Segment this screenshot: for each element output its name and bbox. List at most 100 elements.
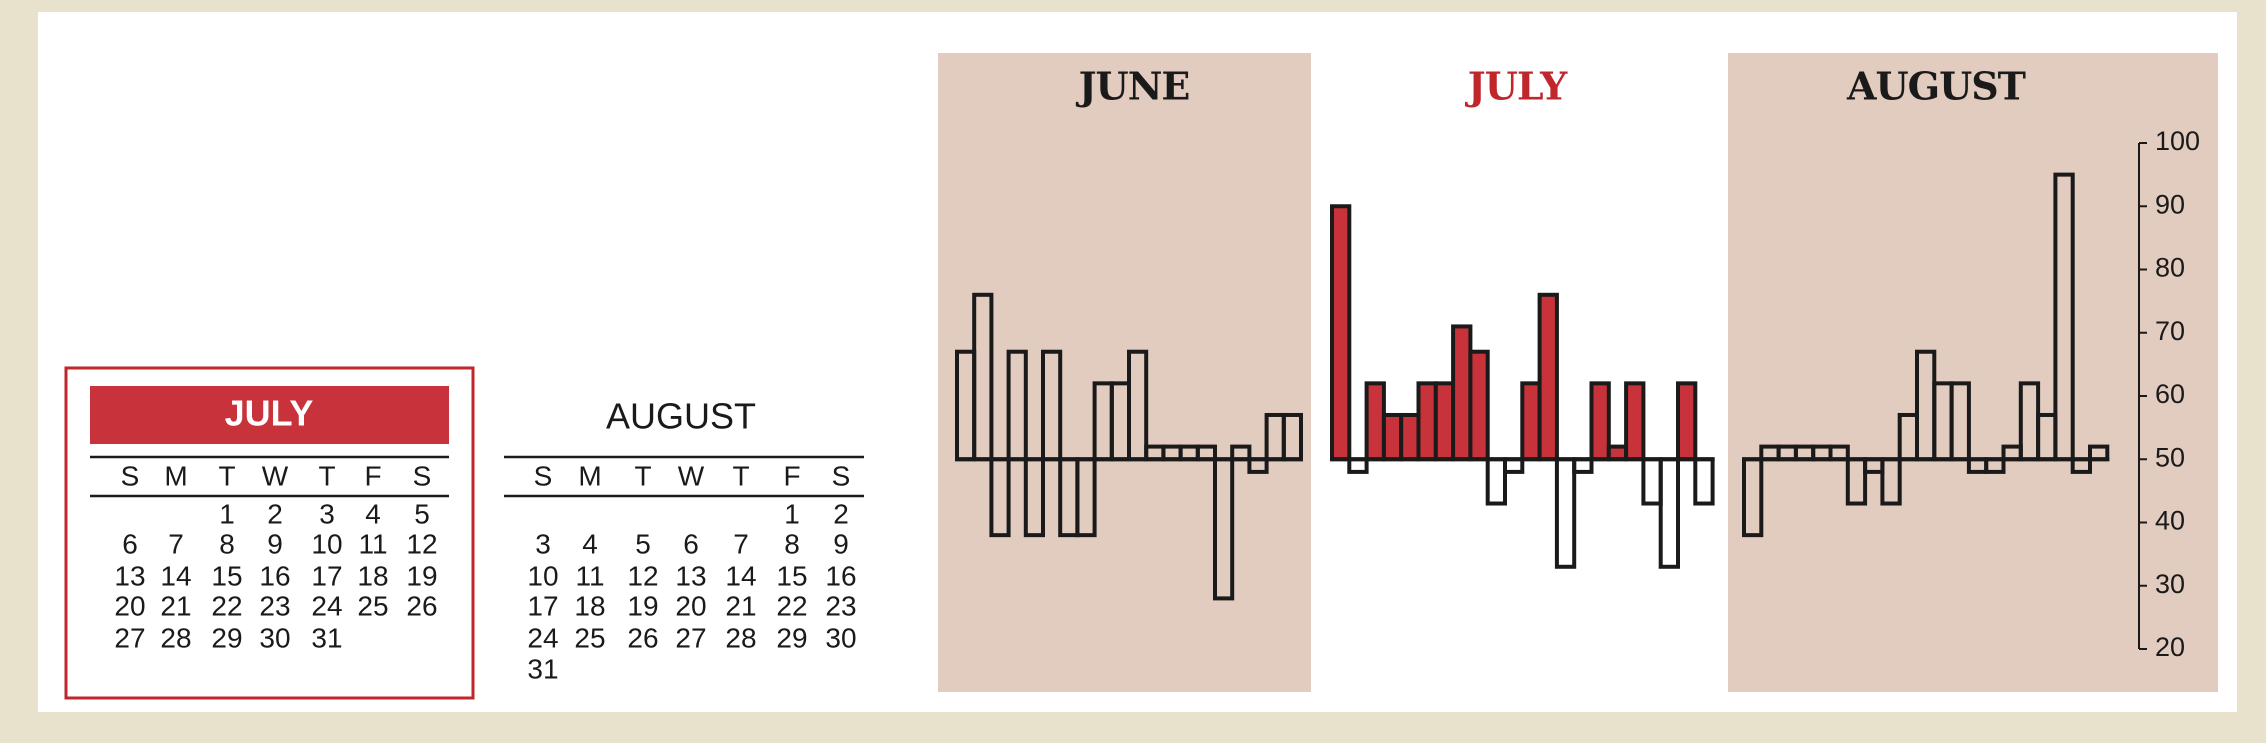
calendar-day: 8 — [784, 528, 800, 559]
y-tick-label: 50 — [2155, 442, 2185, 472]
calendar-day: 17 — [311, 560, 342, 591]
calendar-day: 23 — [259, 590, 290, 621]
y-tick-label: 20 — [2155, 632, 2185, 662]
weekday-label: S — [121, 460, 140, 491]
calendar-day: 10 — [311, 528, 342, 559]
y-tick-label: 60 — [2155, 379, 2185, 409]
bar — [1433, 381, 1456, 462]
y-tick-label: 100 — [2155, 126, 2200, 156]
calendar-day: 15 — [211, 560, 242, 591]
calendar-day: 31 — [527, 653, 558, 684]
july-calendar-header — [90, 386, 449, 444]
calendar-day: 24 — [527, 622, 558, 653]
chart-title: JULY — [1465, 64, 1568, 109]
calendar-day: 6 — [122, 528, 138, 559]
calendar-day: 23 — [825, 590, 856, 621]
calendar-day: 24 — [311, 590, 342, 621]
y-tick-label: 80 — [2155, 253, 2185, 283]
calendar-day: 17 — [527, 590, 558, 621]
calendar-day: 26 — [627, 622, 658, 653]
weekday-label: M — [164, 460, 187, 491]
y-tick-label: 90 — [2155, 189, 2185, 219]
calendar-day: 1 — [219, 498, 235, 529]
calendar-day: 7 — [733, 528, 749, 559]
calendar-day: 11 — [575, 560, 604, 591]
weekday-label: W — [262, 460, 289, 491]
calendar-title: JULY — [225, 393, 314, 434]
calendar-day: 25 — [574, 622, 605, 653]
calendar-day: 31 — [311, 622, 342, 653]
calendar-day: 20 — [675, 590, 706, 621]
calendar-day: 22 — [211, 590, 242, 621]
calendar-day: 28 — [160, 622, 191, 653]
chart-title: JUNE — [1076, 64, 1190, 109]
calendar-day: 3 — [535, 528, 551, 559]
bar — [1330, 204, 1352, 462]
calendar-day: 19 — [627, 590, 658, 621]
calendar-day: 7 — [168, 528, 184, 559]
calendar-day: 20 — [114, 590, 145, 621]
chart-title: AUGUST — [1846, 64, 2026, 109]
calendar-day: 3 — [319, 498, 335, 529]
calendar-day: 30 — [825, 622, 856, 653]
y-tick-label: 40 — [2155, 506, 2185, 536]
calendar-day: 27 — [675, 622, 706, 653]
calendar-day: 2 — [267, 498, 283, 529]
weekday-label: M — [578, 460, 601, 491]
calendar-day: 30 — [259, 622, 290, 653]
calendar-day: 9 — [833, 528, 849, 559]
calendar-day: 18 — [574, 590, 605, 621]
july-calendar-frame — [64, 366, 475, 700]
weekday-label: S — [534, 460, 553, 491]
calendar-day: 26 — [406, 590, 437, 621]
weekday-label: W — [678, 460, 705, 491]
calendar-day: 15 — [776, 560, 807, 591]
calendar-day: 6 — [683, 528, 699, 559]
calendar-day: 28 — [725, 622, 756, 653]
calendar-day: 25 — [357, 590, 388, 621]
weekday-label: S — [832, 460, 851, 491]
chart-panel — [938, 53, 1311, 692]
weekday-label: T — [218, 460, 235, 491]
calendar-day: 22 — [776, 590, 807, 621]
y-tick-label: 30 — [2155, 569, 2185, 599]
calendar-day: 4 — [582, 528, 598, 559]
calendar-day: 14 — [725, 560, 756, 591]
weekday-label: F — [364, 460, 381, 491]
calendar-day: 2 — [833, 498, 849, 529]
calendar-day: 27 — [114, 622, 145, 653]
calendar-day: 18 — [357, 560, 388, 591]
calendar-day: 21 — [725, 590, 756, 621]
calendar-day: 10 — [527, 560, 558, 591]
calendar-day: 4 — [365, 498, 381, 529]
bar — [1589, 381, 1611, 462]
calendar-day: 13 — [114, 560, 145, 591]
calendar-day: 5 — [635, 528, 651, 559]
bar — [1468, 349, 1490, 462]
calendar-title: AUGUST — [606, 396, 756, 437]
calendar-day: 8 — [219, 528, 235, 559]
calendar-day: 21 — [160, 590, 191, 621]
weekday-label: T — [732, 460, 749, 491]
bar — [1399, 412, 1421, 462]
weekday-label: F — [783, 460, 800, 491]
calendar-day: 29 — [776, 622, 807, 653]
chart-panel — [1728, 53, 2218, 692]
calendar-day: 12 — [406, 528, 437, 559]
calendar-day: 1 — [784, 498, 800, 529]
bar — [1520, 381, 1542, 462]
bar — [1364, 381, 1386, 462]
y-tick-label: 70 — [2155, 316, 2185, 346]
calendar-day: 29 — [211, 622, 242, 653]
calendar-day: 16 — [259, 560, 290, 591]
calendar-day: 19 — [406, 560, 437, 591]
bar — [1416, 381, 1438, 462]
bar — [1381, 412, 1404, 462]
bar — [1451, 324, 1473, 462]
calendar-day: 11 — [358, 528, 387, 559]
weekday-label: T — [318, 460, 335, 491]
calendar-day: 5 — [414, 498, 430, 529]
